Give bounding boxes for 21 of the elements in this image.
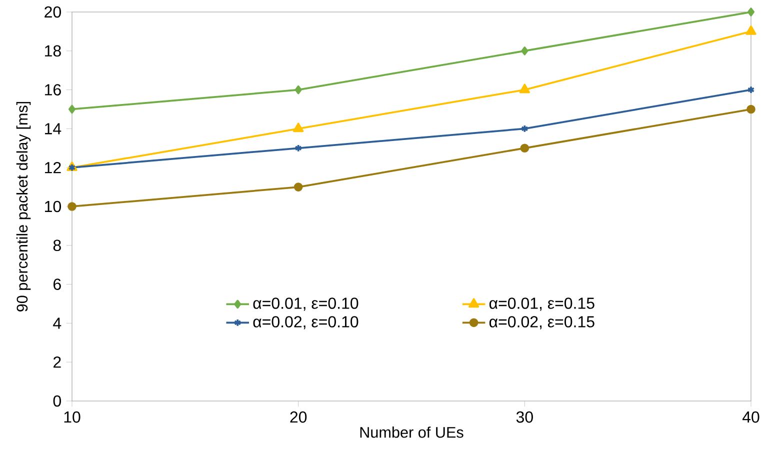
y-tick-label: 8 (53, 240, 61, 252)
legend-label: α=0.02, ε=0.15 (489, 316, 594, 330)
y-axis-title: 90 percentile packet delay [ms] (16, 102, 31, 312)
y-tick-label: 14 (45, 123, 62, 134)
y-tick-label: 16 (45, 84, 61, 96)
x-tick-label: 40 (742, 411, 760, 423)
y-tick-label: 0 (53, 395, 61, 407)
x-tick-label: 10 (64, 411, 80, 423)
y-tick-label: 12 (45, 162, 61, 174)
y-tick-label: 2 (54, 356, 61, 368)
legend-label: α=0.01, ε=0.15 (489, 298, 594, 311)
y-tick-label: 6 (54, 278, 61, 290)
x-tick-label: 20 (290, 411, 307, 423)
y-tick-label: 4 (53, 318, 62, 329)
legend-label: α=0.01, ε=0.10 (253, 298, 358, 311)
y-tick-label: 18 (45, 45, 61, 57)
x-axis-title: Number of UEs (360, 426, 464, 438)
y-tick-label: 10 (45, 200, 61, 212)
legend-label: α=0.02, ε=0.10 (253, 316, 358, 330)
y-tick-label: 20 (44, 6, 61, 18)
x-tick-label: 30 (516, 411, 533, 423)
